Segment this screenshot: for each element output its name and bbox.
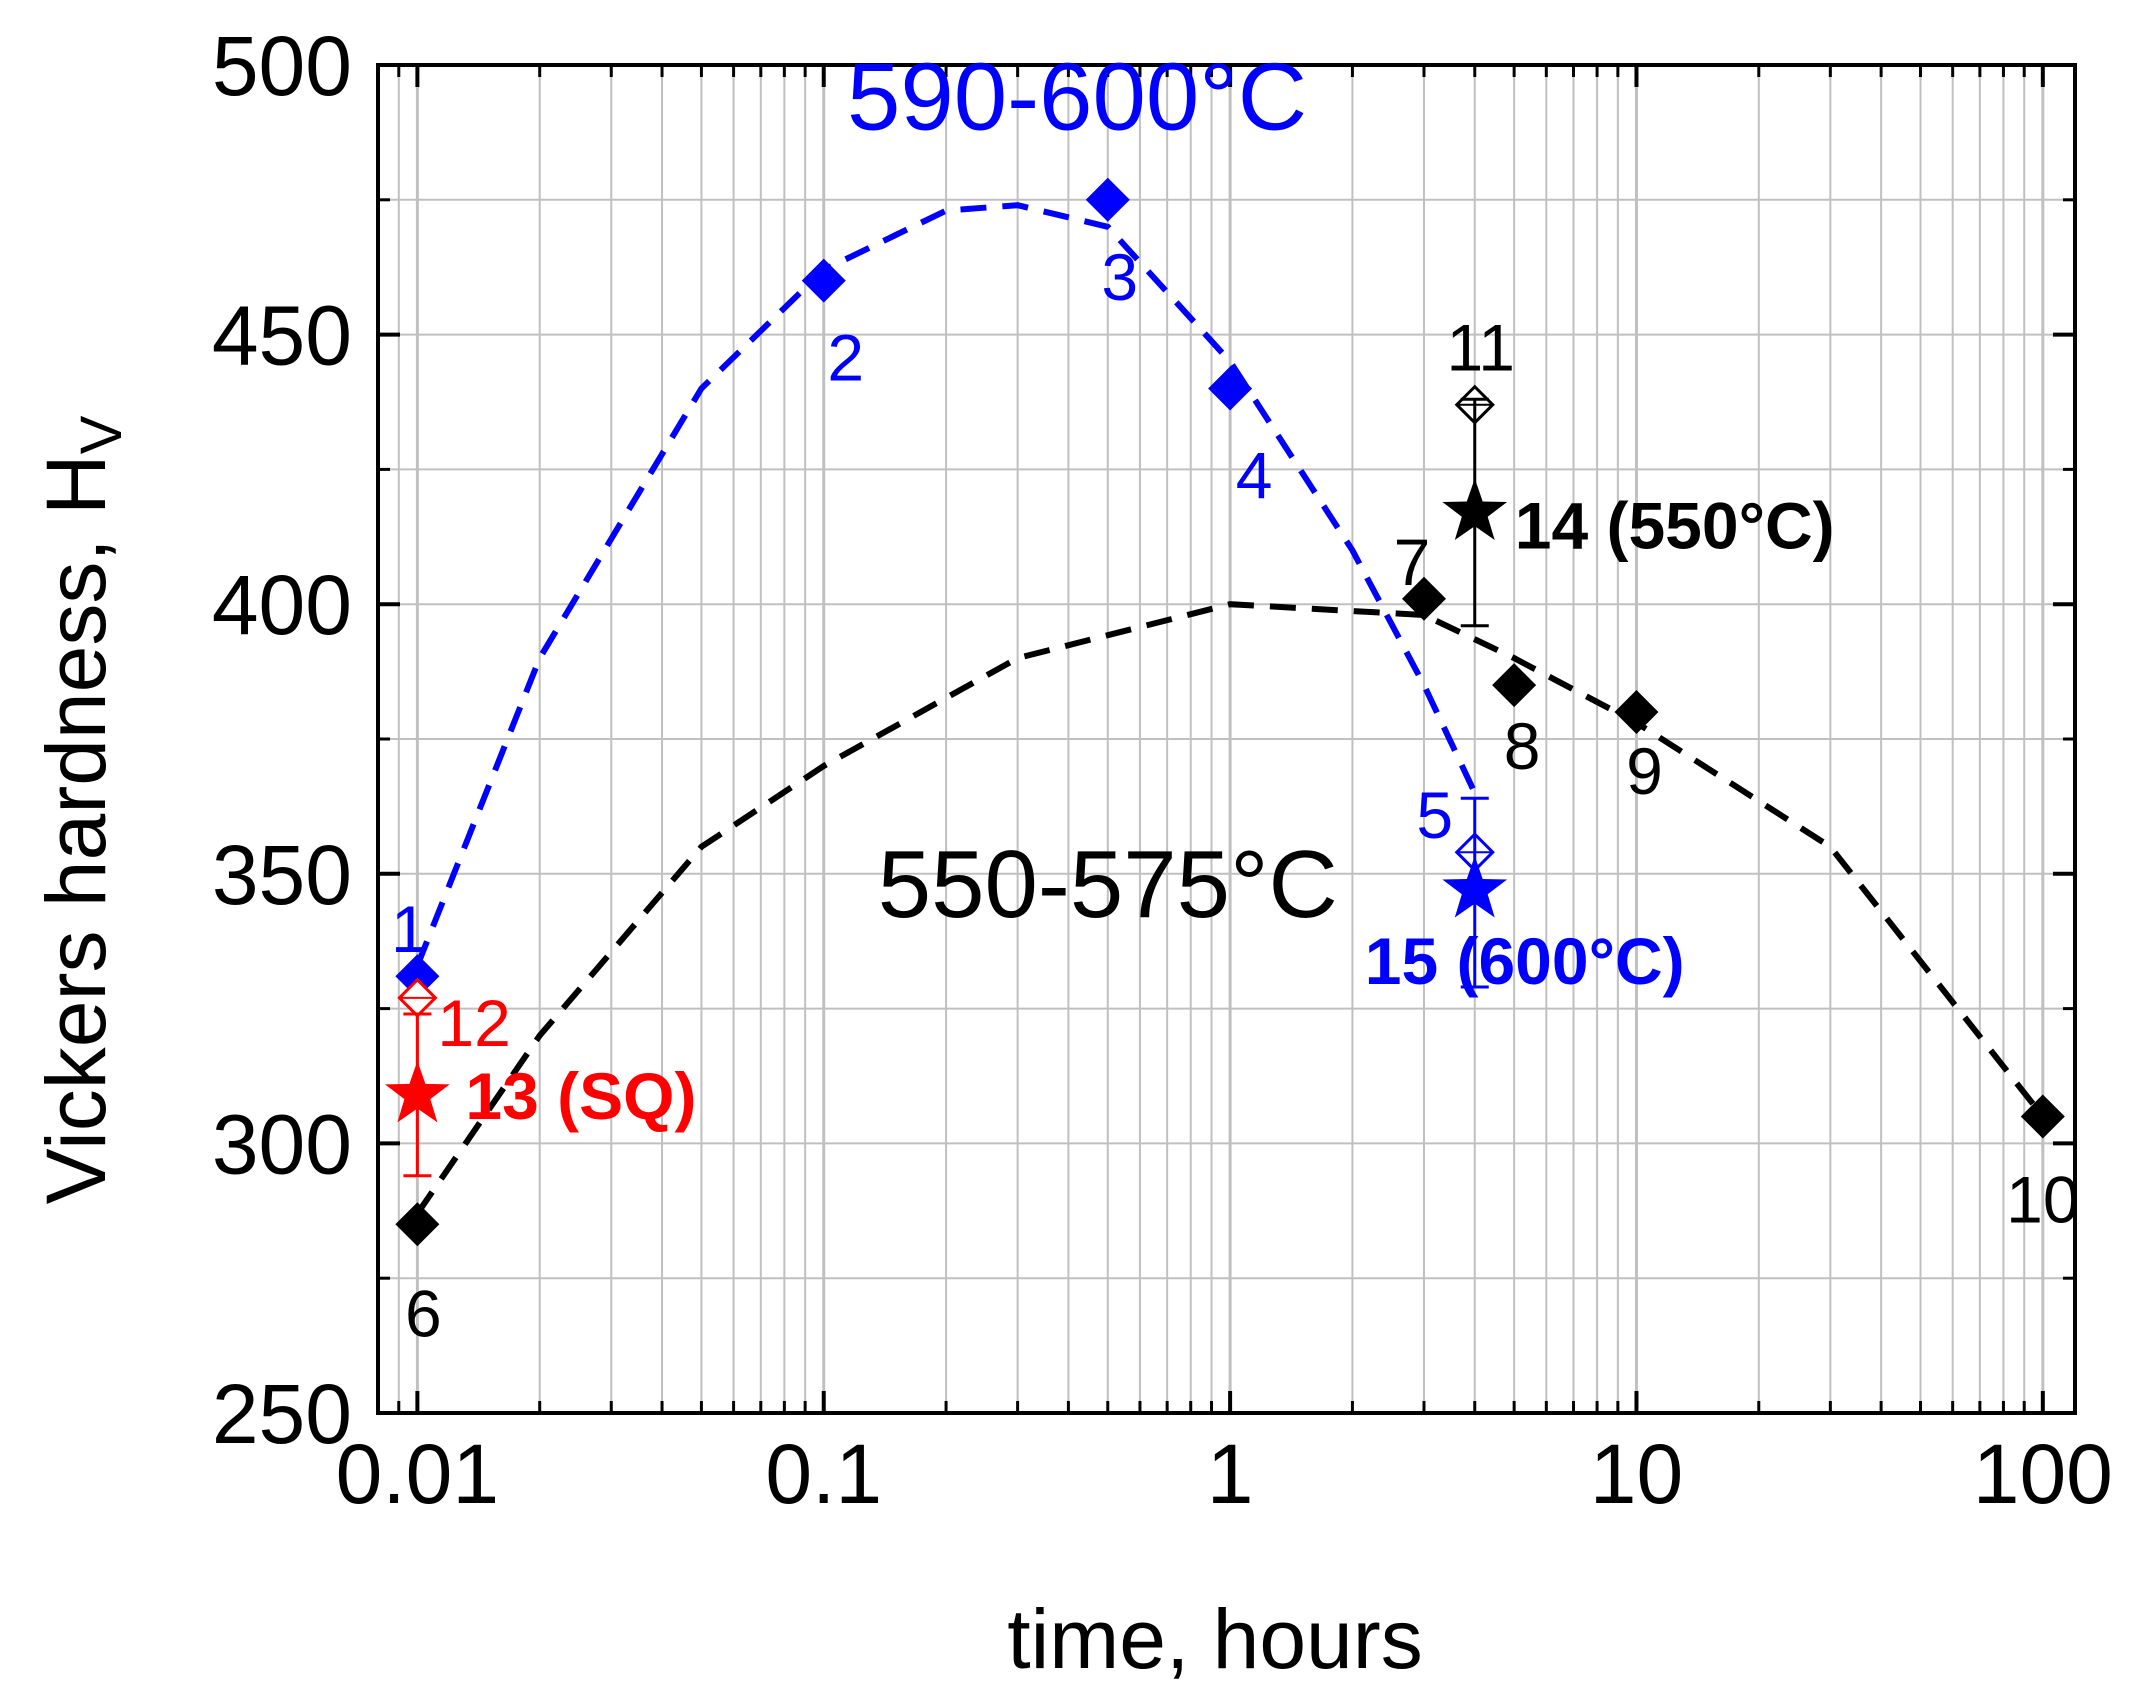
- x-axis-title: time, hours: [1007, 1592, 1423, 1686]
- point-label: 4: [1236, 439, 1273, 513]
- fit-curve: [414, 601, 2046, 1216]
- diamond-marker: [801, 258, 846, 303]
- x-tick-label: 0.01: [336, 1427, 500, 1521]
- x-tick-label: 100: [1973, 1427, 2113, 1521]
- y-tick-label: 300: [212, 1097, 352, 1191]
- y-axis-title-main: Vickers hardness, H: [29, 454, 123, 1204]
- diamond-marker: [2020, 1094, 2065, 1139]
- point-label: 15 (600°C): [1365, 924, 1685, 998]
- y-tick-label: 500: [212, 19, 352, 113]
- point-label: 5: [1416, 778, 1453, 852]
- point-label: 1: [391, 892, 428, 966]
- point-label: 13 (SQ): [465, 1059, 696, 1133]
- diamond-marker: [1085, 177, 1130, 222]
- y-tick-label: 400: [212, 558, 352, 652]
- diamond-marker: [1614, 690, 1659, 735]
- y-axis-title-subscript: V: [69, 415, 134, 454]
- star-marker: [1442, 856, 1508, 918]
- x-tick-label: 0.1: [765, 1427, 882, 1521]
- curve-annotation: 550-575°C: [878, 831, 1338, 938]
- curve-annotation: 590-600°C: [847, 44, 1307, 151]
- point-label: 7: [1394, 525, 1431, 599]
- y-tick-label: 450: [212, 289, 352, 383]
- diamond-marker: [1208, 366, 1253, 411]
- point-label: 3: [1101, 240, 1138, 314]
- x-tick-label: 1: [1207, 1427, 1254, 1521]
- y-tick-label: 250: [212, 1367, 352, 1461]
- point-label: 14 (550°C): [1515, 489, 1835, 563]
- diamond-marker: [1401, 576, 1446, 621]
- point-label: 12: [437, 986, 510, 1060]
- star-marker: [385, 1060, 450, 1123]
- diamond-marker: [1492, 663, 1537, 708]
- point-label: 9: [1626, 734, 1663, 808]
- diamond-marker: [395, 954, 440, 999]
- fit-curve: [414, 202, 1478, 967]
- point-label: 11: [1446, 311, 1515, 385]
- point-label: 8: [1504, 709, 1541, 783]
- point-label: 10: [2006, 1162, 2079, 1236]
- y-axis-title: Vickers hardness, HV: [29, 415, 134, 1204]
- x-tick-label: 10: [1590, 1427, 1683, 1521]
- y-tick-label: 350: [212, 828, 352, 922]
- star-marker: [1442, 478, 1508, 540]
- diamond-marker: [395, 1202, 440, 1247]
- point-label: 2: [827, 321, 864, 395]
- point-label: 6: [405, 1276, 442, 1350]
